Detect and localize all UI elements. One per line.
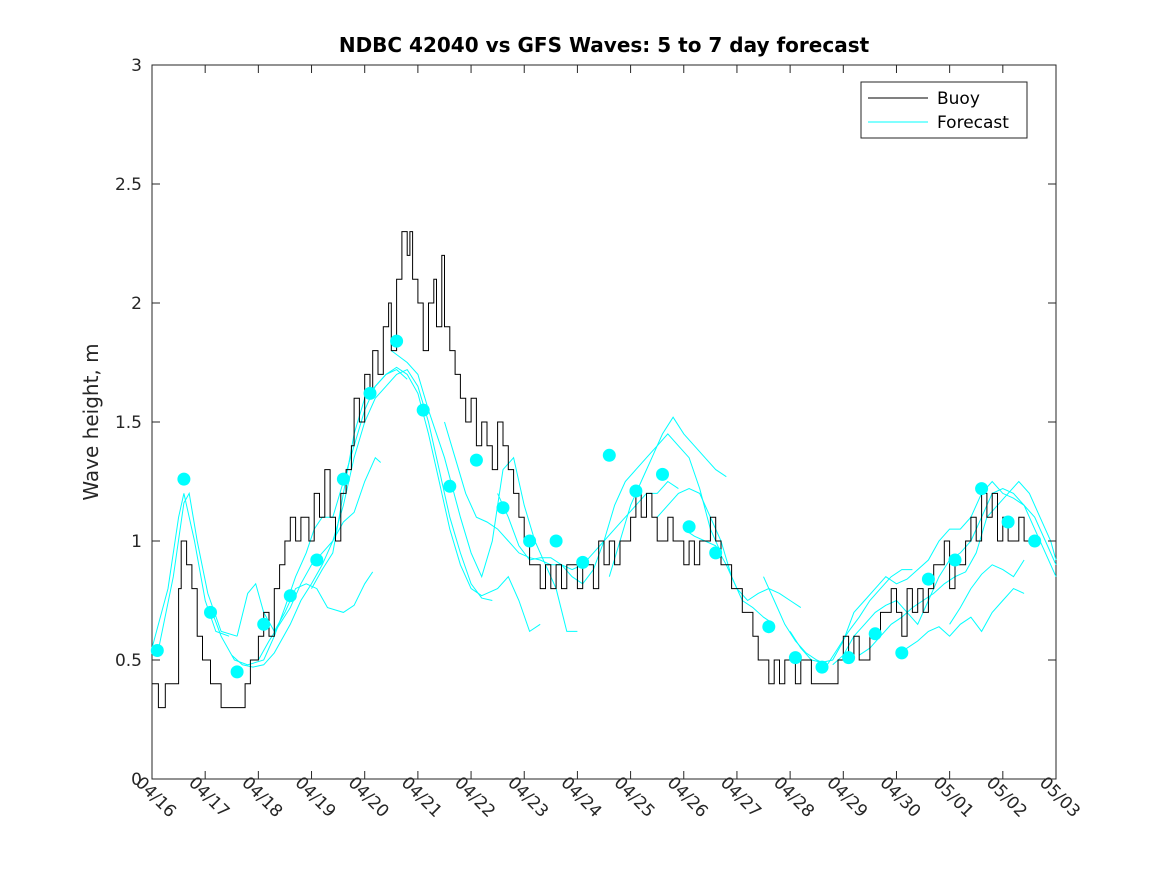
forecast-line-7 [391,350,578,632]
forecast-marker-0 [150,644,164,657]
forecast-marker-22 [762,620,776,634]
legend: Buoy Forecast [860,81,1028,139]
x-tick-label-17: 05/03 [1035,773,1084,822]
forecast-marker-18 [629,484,643,498]
forecast-marker-24 [815,660,829,674]
forecast-marker-32 [1028,534,1042,548]
x-tick-label-12: 04/28 [769,773,818,822]
forecast-marker-6 [310,553,324,567]
forecast-line-14 [789,480,1057,663]
forecast-marker-23 [788,651,802,665]
forecast-marker-7 [336,472,350,486]
x-tick-label-9: 04/25 [610,773,659,822]
x-tick-label-2: 04/18 [237,773,286,822]
forecast-line-16 [858,480,1057,656]
x-tick-label-10: 04/26 [663,773,712,822]
forecast-marker-11 [443,479,457,493]
forecast-line-13 [763,569,913,666]
x-tick-label-3: 04/19 [291,773,340,822]
forecast-marker-9 [390,334,404,348]
y-tick-label-2: 1 [131,532,142,552]
chart-title: NDBC 42040 vs GFS Waves: 5 to 7 day fore… [339,33,870,57]
forecast-marker-12 [469,453,483,467]
forecast-marker-31 [1001,515,1015,529]
forecast-line-17 [896,587,1025,656]
x-tick-label-15: 05/01 [929,773,978,822]
plot-area [151,64,1057,780]
forecast-line-18 [949,559,1025,625]
legend-label-forecast: Forecast [937,113,1009,133]
y-tick-label-0: 0 [131,770,142,790]
forecast-marker-29 [948,553,962,567]
y-tick-label-4: 2 [131,294,142,314]
forecast-line-10 [608,416,727,577]
forecast-marker-20 [682,520,696,534]
x-tick-label-14: 04/30 [876,773,925,822]
legend-label-buoy: Buoy [937,89,980,109]
forecast-line-1 [156,491,238,656]
forecast-marker-15 [549,534,563,548]
legend-box [860,81,1028,139]
forecast-marker-17 [602,448,616,462]
y-tick-label-6: 3 [131,56,142,76]
x-tick-label-4: 04/20 [344,773,393,822]
forecast-line-5 [257,368,493,661]
forecast-marker-21 [709,546,723,560]
forecast-marker-4 [257,617,271,631]
forecast-marker-13 [496,501,510,515]
x-tick-label-8: 04/24 [557,773,606,822]
series-layer [150,231,1057,709]
forecast-marker-14 [523,534,537,548]
buoy-line [152,231,1030,709]
forecast-line-3 [231,456,382,668]
y-tick-label-3: 1.5 [115,413,142,433]
forecast-marker-2 [204,605,217,619]
x-tick-label-7: 04/23 [503,773,552,822]
forecast-marker-27 [895,646,909,660]
forecast-marker-26 [868,627,882,641]
x-tick-label-11: 04/27 [716,773,765,822]
forecast-marker-5 [283,589,297,603]
forecast-line-15 [832,488,1057,666]
forecast-marker-30 [975,482,989,496]
forecast-line-9 [497,433,722,585]
forecast-marker-3 [230,665,244,679]
forecast-line-4 [236,571,374,637]
forecast-marker-16 [576,555,590,569]
y-tick-label-5: 2.5 [115,175,142,195]
y-axis-label: Wave height, m [79,343,103,500]
forecast-line-0 [151,493,230,649]
y-tick-label-1: 0.5 [115,651,142,671]
forecast-marker-10 [416,403,430,417]
forecast-marker-28 [921,572,935,586]
forecast-marker-1 [177,472,191,486]
x-tick-label-6: 04/22 [450,773,499,822]
x-tick-label-16: 05/02 [982,773,1031,822]
forecast-marker-8 [363,386,377,400]
forecast-marker-25 [842,651,856,665]
x-tick-label-13: 04/29 [822,773,871,822]
x-tick-label-5: 04/21 [397,773,446,822]
x-tick-label-1: 04/17 [184,773,233,822]
forecast-marker-19 [656,467,669,481]
